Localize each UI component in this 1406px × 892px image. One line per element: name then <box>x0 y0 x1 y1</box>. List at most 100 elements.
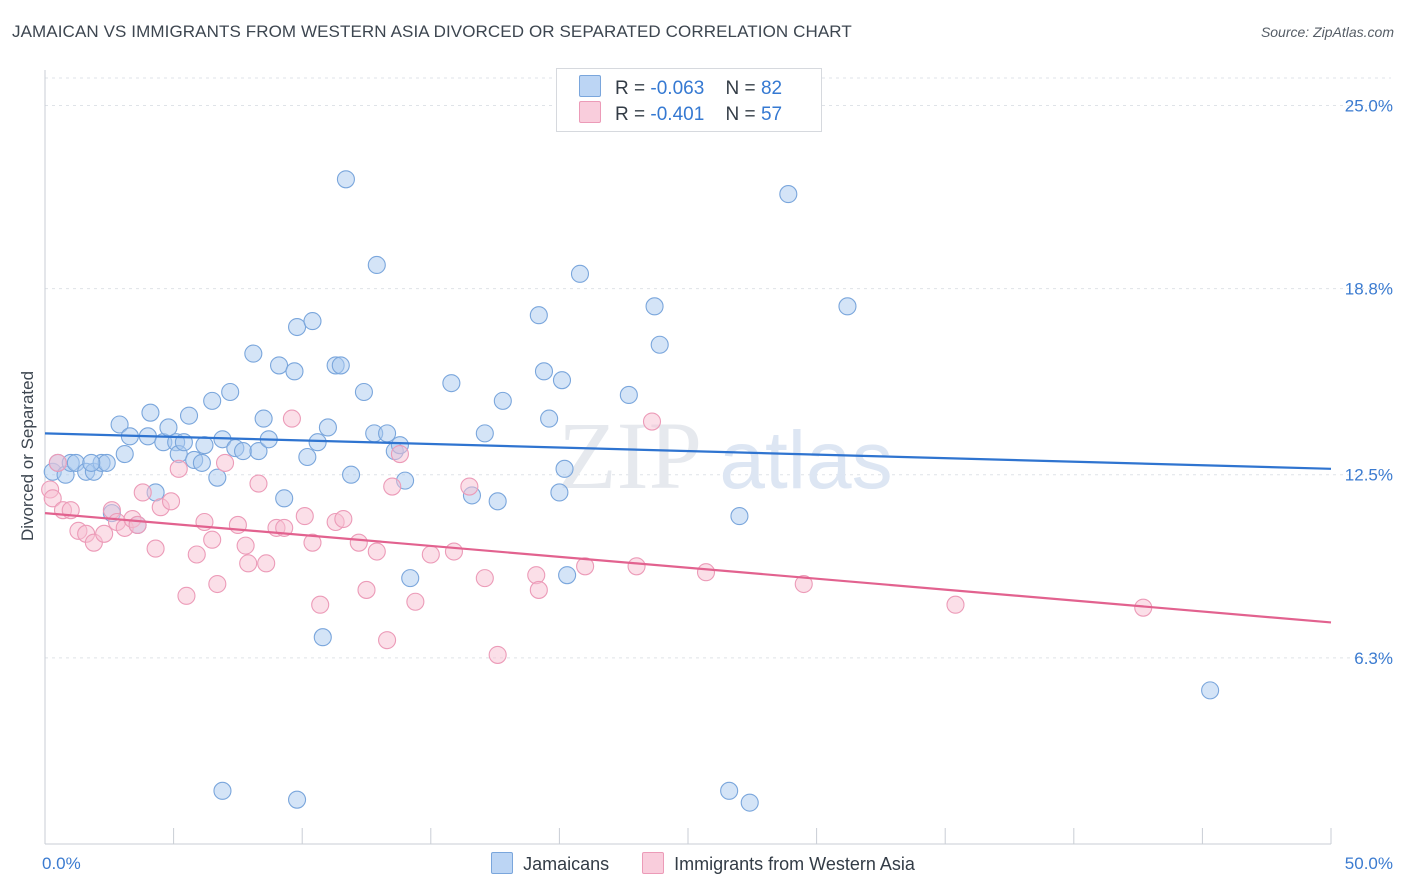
data-point <box>331 356 350 375</box>
data-point <box>179 406 199 425</box>
data-point <box>208 574 227 594</box>
data-point <box>383 477 402 496</box>
data-point <box>619 385 638 405</box>
jamaicans-points <box>43 170 1220 812</box>
data-point <box>529 306 548 325</box>
legend-label: Jamaicans <box>523 854 610 874</box>
data-point <box>378 424 397 443</box>
legend-item-western-asia[interactable]: Immigrants from Western Asia <box>642 852 915 875</box>
data-point <box>334 509 353 529</box>
data-point <box>192 453 211 472</box>
data-point <box>794 574 813 594</box>
data-point <box>254 409 273 428</box>
data-point <box>627 557 646 576</box>
data-point <box>115 444 134 464</box>
data-point <box>946 595 965 614</box>
data-point <box>534 362 554 381</box>
data-points <box>41 170 1220 812</box>
data-point <box>558 566 577 585</box>
data-point <box>311 595 330 614</box>
data-point <box>221 382 240 402</box>
chart-title: JAMAICAN VS IMMIGRANTS FROM WESTERN ASIA… <box>12 22 852 41</box>
data-point <box>288 317 307 337</box>
data-point <box>110 415 129 434</box>
watermark: ZIP atlas <box>558 402 893 509</box>
correlation-legend: R = -0.063 N = 82 R = -0.401 N = 57 <box>556 68 822 132</box>
watermark-atlas: atlas <box>719 415 892 506</box>
pink-swatch-icon <box>642 852 665 874</box>
n-value: 82 <box>760 78 783 99</box>
jamaicans-trend-line <box>44 432 1332 470</box>
data-point <box>354 382 373 402</box>
data-point <box>203 530 222 549</box>
data-point <box>406 592 425 611</box>
data-point <box>233 442 253 461</box>
legend-row-western-asia: R = -0.401 N = 57 <box>579 101 798 125</box>
data-point <box>838 297 857 316</box>
series-legend: Jamaicans Immigrants from Western Asia <box>0 852 1406 875</box>
data-point <box>257 554 276 573</box>
data-point <box>357 580 376 599</box>
data-point <box>642 412 662 431</box>
data-point <box>177 586 196 605</box>
data-point <box>141 403 160 422</box>
data-point <box>527 566 546 585</box>
data-point <box>169 459 188 478</box>
data-point <box>378 631 397 650</box>
western-asia-trend-line <box>44 512 1332 624</box>
data-point <box>696 563 716 582</box>
data-point <box>43 489 62 508</box>
data-point <box>390 444 409 464</box>
data-point <box>203 391 222 410</box>
data-point <box>275 489 294 508</box>
axes <box>44 70 1332 845</box>
data-point <box>779 185 798 204</box>
data-point <box>570 264 590 283</box>
data-point <box>249 442 268 461</box>
legend-item-jamaicans[interactable]: Jamaicans <box>491 852 609 875</box>
data-point <box>493 391 512 410</box>
data-point <box>48 453 67 472</box>
trend-lines <box>44 432 1332 624</box>
y-axis-title: Divorced or Separated <box>18 371 37 541</box>
y-tick-label: 25.0% <box>1345 96 1393 115</box>
axis-labels: 6.3% 12.5% 18.8% 25.0% 0.0% 50.0% Divorced or … <box>18 96 1393 873</box>
r-value: -0.401 <box>650 104 705 125</box>
data-point <box>133 483 152 502</box>
blue-swatch-icon <box>491 852 514 874</box>
data-point <box>146 539 165 558</box>
r-value: -0.063 <box>650 78 705 99</box>
data-point <box>215 453 235 472</box>
data-point <box>308 433 327 452</box>
data-point <box>295 507 314 526</box>
blue-swatch-icon <box>579 75 601 97</box>
n-label: N = <box>725 78 756 99</box>
legend-label: Immigrants from Western Asia <box>674 854 915 874</box>
data-point <box>529 580 548 599</box>
legend-row-jamaicans: R = -0.063 N = 82 <box>579 75 798 99</box>
data-point <box>460 477 479 496</box>
data-point <box>318 418 337 437</box>
data-point <box>488 645 507 664</box>
data-point <box>303 533 322 552</box>
data-point <box>298 447 317 467</box>
data-point <box>367 255 386 275</box>
y-tick-label: 12.5% <box>1345 466 1393 485</box>
data-point <box>95 524 114 543</box>
data-point <box>288 790 307 809</box>
data-point <box>740 793 759 812</box>
data-point <box>1201 681 1220 700</box>
data-point <box>82 453 101 472</box>
data-point <box>97 453 116 472</box>
data-point <box>213 781 232 800</box>
data-point <box>336 170 355 189</box>
data-point <box>720 781 739 800</box>
data-point <box>239 554 258 573</box>
data-point <box>349 533 368 552</box>
data-point <box>249 474 268 493</box>
data-point <box>475 424 494 443</box>
data-point <box>645 297 664 316</box>
data-point <box>244 344 263 363</box>
